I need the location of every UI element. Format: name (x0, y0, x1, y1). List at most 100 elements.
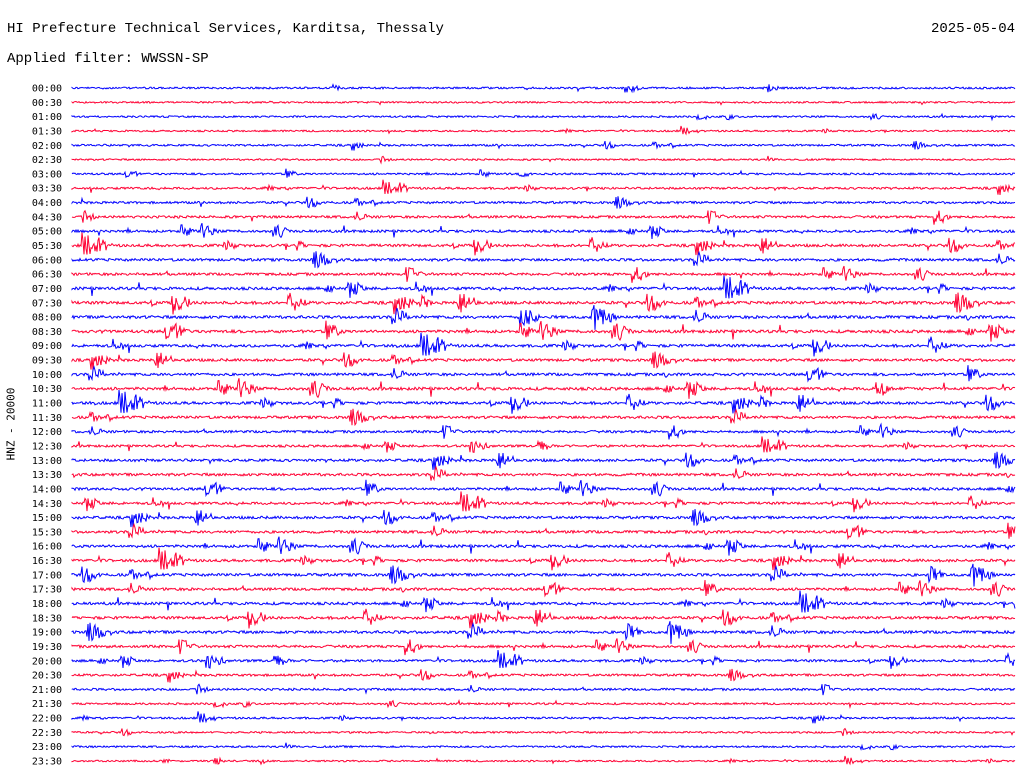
seismic-trace-1330 (71, 465, 1016, 482)
seismic-trace-0130 (71, 125, 1016, 136)
seismic-trace-2300 (71, 742, 1016, 751)
row-time-label: 17:30 (32, 585, 62, 596)
seismic-trace-1630 (71, 547, 1016, 571)
row-time-label: 13:00 (32, 456, 62, 467)
seismic-trace-1730 (71, 579, 1016, 598)
seismic-trace-2200 (71, 711, 1016, 724)
row-time-label: 06:00 (32, 255, 62, 266)
row-time-label: 06:30 (32, 270, 62, 281)
row-time-label: 04:00 (32, 198, 62, 209)
row-time-label: 15:30 (32, 527, 62, 538)
row-time-label: 13:30 (32, 470, 62, 481)
seismic-trace-1430 (71, 491, 1016, 513)
seismic-trace-1830 (71, 608, 1016, 629)
row-time-label: 05:30 (32, 241, 62, 252)
seismic-trace-0400 (71, 196, 1016, 209)
row-time-label: 07:00 (32, 284, 62, 295)
seismic-trace-0000 (71, 83, 1016, 94)
row-time-label: 08:30 (32, 327, 62, 338)
seismic-trace-2130 (71, 699, 1016, 710)
seismic-trace-2100 (71, 683, 1016, 696)
seismic-trace-0700 (71, 275, 1016, 299)
seismic-trace-0730 (71, 292, 1016, 315)
row-time-label: 00:00 (32, 84, 62, 95)
row-time-label: 22:00 (32, 714, 62, 725)
seismic-trace-1700 (71, 563, 1016, 587)
seismic-trace-1500 (71, 509, 1016, 528)
row-time-label: 12:00 (32, 427, 62, 438)
station-title: HI Prefecture Technical Services, Kardit… (7, 21, 444, 37)
row-time-label: 22:30 (32, 728, 62, 739)
row-time-label: 14:00 (32, 484, 62, 495)
row-time-label: 14:30 (32, 499, 62, 510)
seismic-trace-1530 (71, 522, 1016, 541)
row-time-label: 04:30 (32, 212, 62, 223)
seismic-trace-1100 (71, 389, 1016, 415)
row-time-label: 10:30 (32, 384, 62, 395)
row-time-label: 02:30 (32, 155, 62, 166)
seismic-trace-1600 (71, 536, 1016, 556)
seismic-trace-1930 (71, 638, 1016, 656)
seismic-trace-0930 (71, 351, 1016, 371)
row-time-label: 02:00 (32, 141, 62, 152)
row-time-label: 11:30 (32, 413, 62, 424)
seismic-trace-1900 (71, 621, 1016, 644)
seismic-trace-0530 (71, 232, 1016, 256)
row-time-label: 20:00 (32, 656, 62, 667)
row-time-label: 15:00 (32, 513, 62, 524)
row-time-label: 11:00 (32, 399, 62, 410)
row-time-label: 00:30 (32, 98, 62, 109)
seismic-trace-0600 (71, 250, 1016, 269)
seismic-trace-0830 (71, 320, 1016, 342)
seismic-trace-1000 (71, 365, 1016, 383)
row-time-label: 23:30 (32, 757, 62, 768)
row-time-label: 07:30 (32, 298, 62, 309)
filter-label: Applied filter: WWSSN-SP (7, 51, 209, 67)
row-time-label: 01:30 (32, 126, 62, 137)
row-time-label: 10:00 (32, 370, 62, 381)
row-time-label: 08:00 (32, 313, 62, 324)
seismic-trace-0200 (71, 140, 1016, 151)
row-time-label: 20:30 (32, 671, 62, 682)
seismic-trace-0300 (71, 168, 1015, 179)
seismic-trace-2030 (71, 668, 1016, 683)
row-time-label: 09:00 (32, 341, 62, 352)
seismic-trace-0230 (71, 155, 1016, 165)
row-time-label: 16:30 (32, 556, 62, 567)
seismic-trace-2230 (71, 727, 1016, 737)
seismic-trace-0030 (71, 100, 1016, 106)
seismic-trace-2330 (71, 755, 1016, 766)
seismic-trace-0900 (71, 332, 1016, 357)
seismic-trace-1130 (71, 408, 1016, 427)
row-time-label: 18:30 (32, 613, 62, 624)
seismic-trace-0630 (71, 265, 1016, 283)
seismic-trace-2000 (71, 650, 1016, 669)
seismic-trace-1300 (71, 451, 1016, 471)
row-time-label: 21:30 (32, 699, 62, 710)
date-label: 2025-05-04 (930, 21, 1015, 37)
row-time-label: 23:00 (32, 742, 62, 753)
seismic-trace-0330 (71, 179, 1016, 195)
row-time-label: 03:30 (32, 184, 62, 195)
seismic-trace-1400 (71, 479, 1016, 498)
seismic-trace-1230 (71, 436, 1016, 454)
seismic-trace-1030 (71, 378, 1016, 399)
row-time-label: 12:30 (32, 441, 62, 452)
row-time-label: 05:00 (32, 227, 62, 238)
row-time-label: 09:30 (32, 356, 62, 367)
seismic-trace-0800 (71, 304, 1016, 330)
seismic-trace-1800 (71, 590, 1016, 613)
seismic-trace-1200 (71, 422, 1016, 440)
seismic-trace-0500 (71, 223, 1016, 240)
row-time-label: 01:00 (32, 112, 62, 123)
row-time-label: 03:00 (32, 169, 62, 180)
row-time-label: 21:00 (32, 685, 62, 696)
seismic-trace-0100 (71, 112, 1016, 122)
seismic-trace-0430 (71, 209, 1016, 225)
row-time-label: 19:00 (32, 628, 62, 639)
row-time-label: 17:00 (32, 570, 62, 581)
row-time-label: 18:00 (32, 599, 62, 610)
row-time-label: 16:00 (32, 542, 62, 553)
row-time-label: 19:30 (32, 642, 62, 653)
